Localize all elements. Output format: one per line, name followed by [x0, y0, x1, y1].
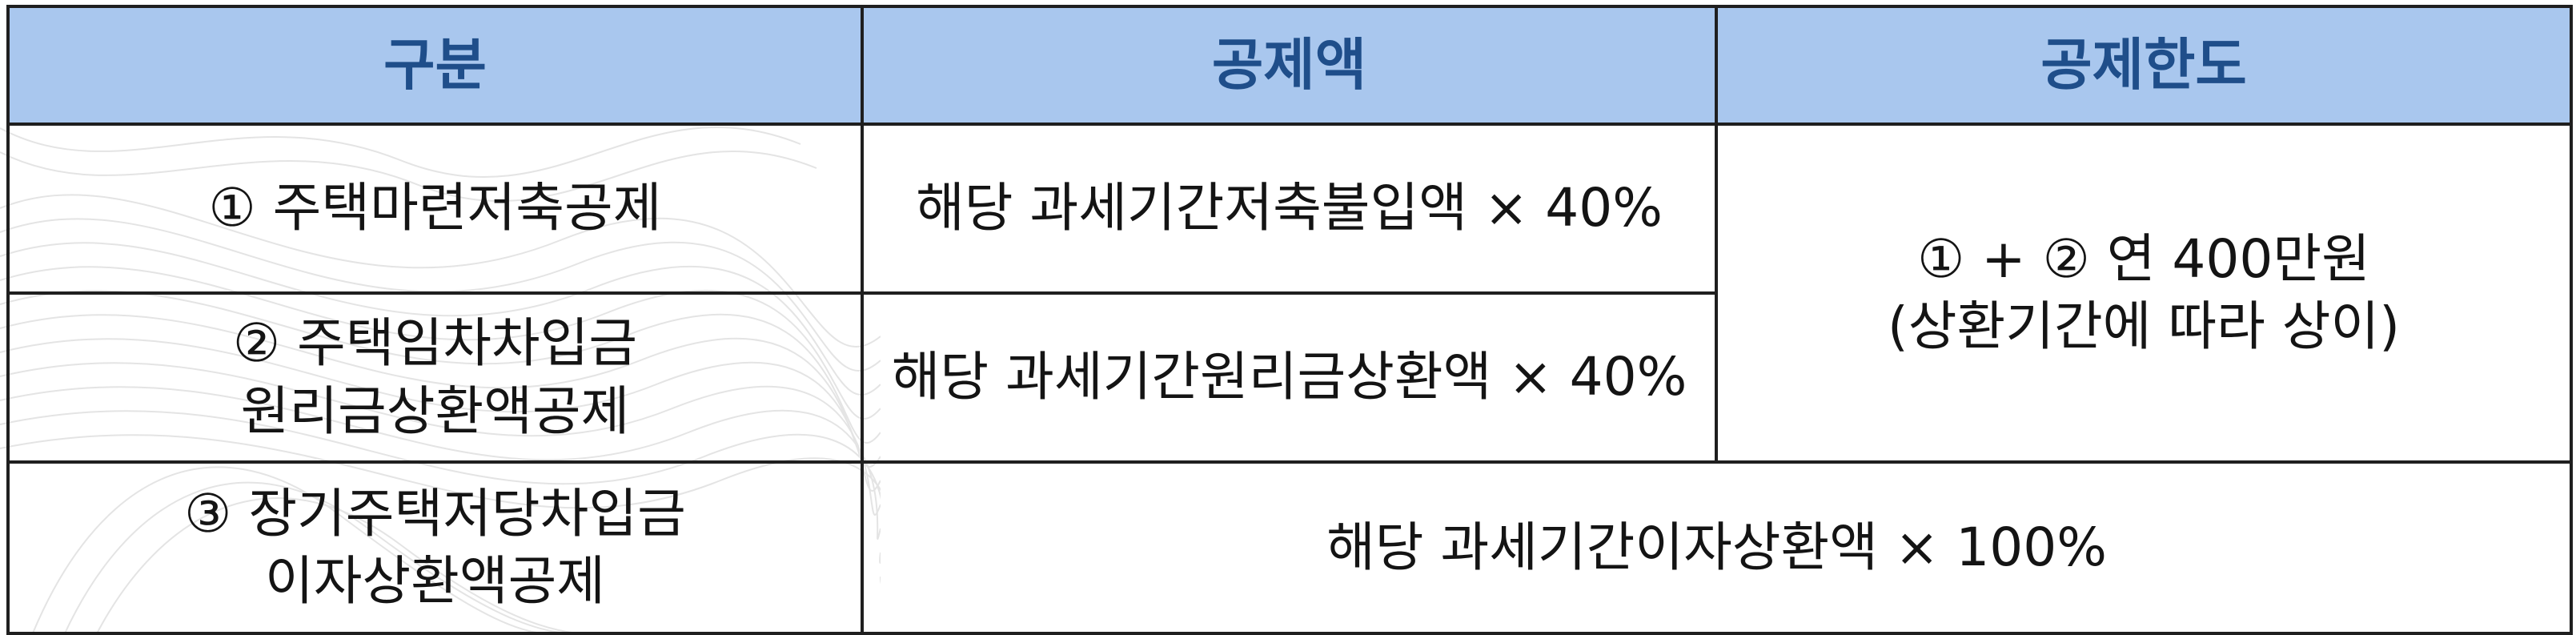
table-header-row: 구분 공제액 공제한도 — [6, 5, 2573, 126]
limit-line2: (상환기간에 따라 상이) — [1888, 295, 2400, 357]
row2-amount: 해당 과세기간원리금상환액 × 40% — [861, 291, 1718, 464]
limit-line1: ① + ② 연 400만원 — [1917, 227, 2370, 290]
table-row: ② 주택임차차입금 원리금상환액공제 해당 과세기간원리금상환액 × 40% — [6, 291, 2571, 464]
header-deduction-limit: 공제한도 — [1715, 5, 2573, 126]
row2-category: ② 주택임차차입금 원리금상환액공제 — [6, 291, 864, 464]
limit-cell: ① + ② 연 400만원 (상환기간에 따라 상이) — [1715, 123, 2573, 464]
header-deduction-amount: 공제액 — [861, 5, 1718, 126]
row1-category: ① 주택마련저축공제 — [6, 123, 864, 295]
row1-amount: 해당 과세기간저축불입액 × 40% — [861, 123, 1718, 295]
deduction-table: 구분 공제액 공제한도 ① 주택마련저축공제 해당 과세기간저축불입액 × 40… — [6, 5, 2573, 635]
table-row: ③ 장기주택저당차입금 이자상환액공제 해당 과세기간이자상환액 × 100% — [6, 460, 2573, 635]
row3-category: ③ 장기주택저당차입금 이자상환액공제 — [6, 460, 864, 635]
table-row: ① 주택마련저축공제 해당 과세기간저축불입액 × 40% ① + ② 연 40… — [6, 123, 2573, 464]
header-category: 구분 — [6, 5, 864, 126]
row3-amount: 해당 과세기간이자상환액 × 100% — [861, 460, 2573, 635]
